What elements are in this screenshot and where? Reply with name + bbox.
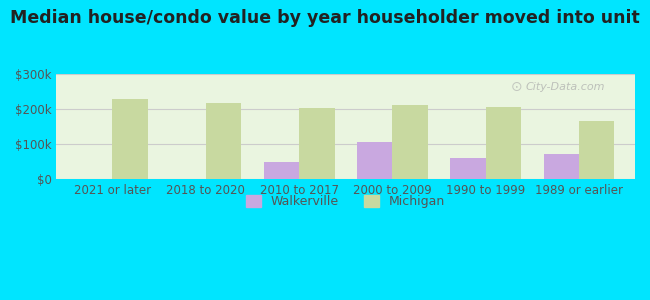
Bar (112, 99, 148, 179)
Bar (450, 158, 486, 179)
Bar (206, 103, 241, 179)
Bar (486, 107, 521, 179)
Text: Median house/condo value by year householder moved into unit: Median house/condo value by year househo… (10, 9, 640, 27)
Legend: Walkerville, Michigan: Walkerville, Michigan (241, 190, 450, 213)
Bar (579, 122, 614, 179)
Text: ⊙: ⊙ (511, 80, 522, 94)
Bar (264, 162, 299, 179)
Bar (393, 105, 428, 179)
Text: City-Data.com: City-Data.com (526, 82, 605, 92)
Bar (357, 142, 393, 179)
Bar (543, 154, 579, 179)
Bar (299, 108, 335, 179)
